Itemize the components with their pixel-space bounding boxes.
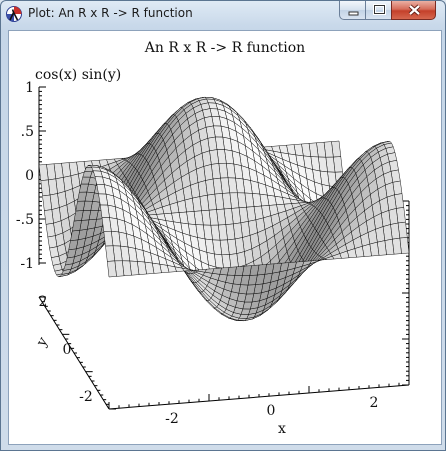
y-tick-label: -2 [79, 389, 93, 405]
plot-title: An R x R -> R function [144, 40, 305, 56]
surface-mesh [38, 96, 410, 322]
surface-facet [75, 200, 86, 212]
surface-facet [38, 164, 49, 181]
surface-facet [77, 191, 88, 202]
x-axis-tick-labels: -2 0 2 [165, 395, 378, 427]
close-button[interactable] [391, 1, 436, 20]
surface-facet [98, 193, 109, 206]
surface-facet [80, 176, 91, 185]
z-tick-label: -1 [20, 256, 34, 272]
surface-facet [49, 246, 60, 258]
z-tick-label: 1 [25, 80, 34, 96]
close-icon [408, 4, 421, 16]
minimize-button[interactable] [339, 1, 366, 20]
maximize-button[interactable] [365, 1, 392, 20]
surface-facet [73, 210, 84, 222]
x-tick-label: 2 [370, 395, 379, 411]
surface-facet [107, 260, 117, 278]
x-tick-label: -2 [165, 411, 179, 427]
surface-facet [101, 217, 112, 232]
surface-facet [47, 235, 58, 249]
surface-facet [82, 171, 93, 178]
z-tick-label: .5 [21, 124, 34, 140]
minimize-icon [348, 11, 359, 16]
surface-facet [44, 209, 54, 225]
y-axis-tick-labels: 2 0 -2 [39, 294, 93, 405]
surface-facet [92, 170, 103, 178]
y-axis-label: y [33, 335, 51, 351]
z-tick-label: -.5 [16, 212, 34, 228]
surface-facet [40, 179, 51, 197]
y-tick-label: 2 [39, 294, 48, 310]
surface-facet [105, 245, 116, 262]
surface-facet [42, 194, 53, 211]
window-title: Plot: An R x R -> R function [28, 6, 193, 20]
plot-area[interactable]: An R x R -> R function cos(x) sin(y) x y… [8, 30, 442, 445]
x-axis-label: x [278, 421, 286, 437]
z-axis-label: cos(x) sin(y) [35, 67, 121, 83]
z-axis-tick-labels: 1 .5 0 -.5 -1 [16, 80, 34, 272]
surface-facet [72, 220, 82, 232]
surface-facet [100, 204, 110, 218]
surface-plot[interactable]: An R x R -> R function cos(x) sin(y) x y… [9, 31, 441, 444]
surface-facet [94, 176, 105, 185]
surface-facet [96, 184, 107, 195]
surface-facet [45, 222, 56, 238]
racket-lambda-icon [6, 6, 22, 22]
surface-facet [103, 230, 114, 247]
surface-facet [79, 183, 89, 193]
z-tick-label: 0 [25, 168, 34, 184]
y-tick-label: 0 [63, 342, 72, 358]
maximize-icon [373, 4, 386, 15]
x-tick-label: 0 [267, 403, 276, 419]
title-bar[interactable]: Plot: An R x R -> R function [1, 1, 445, 28]
